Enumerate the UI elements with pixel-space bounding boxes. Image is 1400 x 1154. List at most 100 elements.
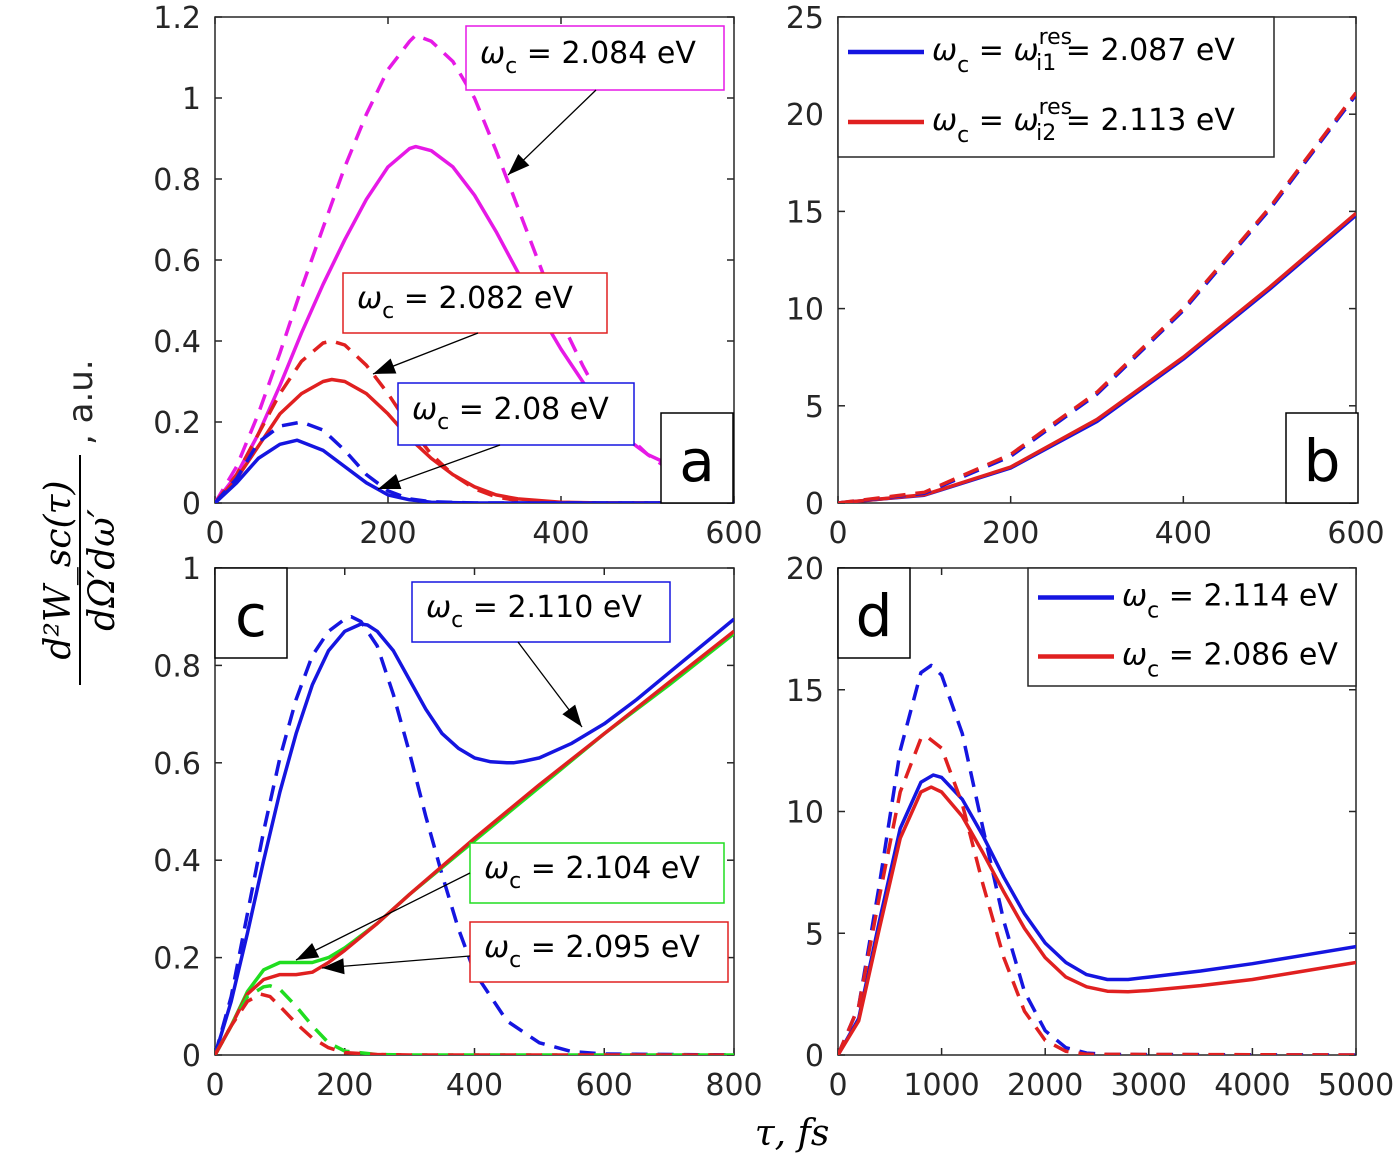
annotation-a-2084-arrowhead <box>508 153 530 175</box>
x-tick-label: 3000 <box>1111 1068 1187 1103</box>
annotation-c-2095-arrow-line <box>321 955 471 969</box>
series-group-d <box>838 663 1356 1055</box>
annotation-c-2095-box <box>469 921 729 983</box>
annotation-c-2110: ωc = 2.110 eV <box>411 581 671 728</box>
panel-letter-box-b <box>1285 412 1359 504</box>
series-line-a-0 <box>215 33 666 503</box>
annotation-c-2095: ωc = 2.095 eV <box>321 921 729 983</box>
y-tick-label: 20 <box>786 552 824 587</box>
x-tick-label: 2000 <box>1007 1068 1083 1103</box>
y-tick-label: 20 <box>786 98 824 133</box>
legend-d: ωc = 2.114 eV ωc = 2.086 eV <box>1027 567 1357 687</box>
x-tick-label: 200 <box>359 516 416 551</box>
y-tick-label: 0 <box>805 1039 824 1074</box>
x-tick-label: 800 <box>705 1068 762 1103</box>
panel-letter-b: b <box>1304 427 1341 495</box>
annotation-c-2104-box <box>469 842 725 904</box>
x-tick-label: 0 <box>828 516 847 551</box>
y-tick-label: 1 <box>182 82 201 117</box>
x-tick-label: 600 <box>1327 516 1384 551</box>
panel-letter-box-a <box>660 412 734 504</box>
legend-d-label-1: ωc = 2.086 eV <box>1122 638 1338 683</box>
panel-letter-d: d <box>856 582 893 650</box>
series-line-b-3 <box>838 91 1356 503</box>
x-tick-label: 0 <box>828 1068 847 1103</box>
annotation-a-2082-arrowhead <box>373 358 397 374</box>
annotation-a-2084-box <box>465 25 725 91</box>
series-line-d-2 <box>838 734 1356 1055</box>
y-tick-label: 15 <box>786 674 824 709</box>
y-tick-label: 0.6 <box>153 747 201 782</box>
legend-b-label-1: ωc = ωres i2 = 2.113 eV <box>932 95 1235 148</box>
series-line-d-0 <box>838 663 1356 1055</box>
y-tick-label: 0.2 <box>153 406 201 441</box>
series-line-c-4 <box>215 984 734 1055</box>
series-line-c-0 <box>215 614 734 1055</box>
y-tick-label: 0.4 <box>153 844 201 879</box>
annotation-a-2082-box <box>342 272 608 334</box>
annotation-a-2080-arrowhead <box>378 474 402 490</box>
y-tick-label: 0 <box>182 487 201 522</box>
series-line-d-3 <box>838 785 1356 1055</box>
x-tick-label: 0 <box>205 516 224 551</box>
legend-b-frame <box>837 16 1275 158</box>
annotation-c-2104-text: ωc = 2.104 eV <box>484 851 700 894</box>
x-tick-label: 4000 <box>1214 1068 1290 1103</box>
series-line-b-1 <box>838 211 1356 503</box>
panel-letter-a: a <box>679 427 715 495</box>
series-line-a-5 <box>215 438 734 503</box>
y-tick-label: 5 <box>805 917 824 952</box>
panel-letter-box-d <box>837 567 911 659</box>
y-tick-label: 0.8 <box>153 649 201 684</box>
annotation-c-2104: ωc = 2.104 eV <box>295 842 725 961</box>
annotation-a-2082: ωc = 2.082 eV <box>342 272 608 375</box>
y-tick-label: 0 <box>182 1039 201 1074</box>
annotation-a-2080: ωc = 2.08 eV <box>377 382 635 490</box>
annotation-c-2104-arrow-line <box>295 872 471 961</box>
annotation-a-2080-text: ωc = 2.08 eV <box>412 392 609 435</box>
y-tick-label: 0 <box>805 487 824 522</box>
annotation-c-2110-text: ωc = 2.110 eV <box>426 590 642 633</box>
y-tick-label: 0.4 <box>153 325 201 360</box>
panel-b: 0 200 400 600 0 5 10 15 20 25 b <box>786 1 1385 551</box>
y-tick-label: 10 <box>786 293 824 328</box>
panel-c: 0 200 400 600 800 0 0.2 0.4 0.6 0.8 1c <box>153 552 762 1103</box>
annotation-c-2095-arrowhead <box>322 958 345 975</box>
annotation-a-2080-box <box>397 382 635 446</box>
x-tick-label: 0 <box>205 1068 224 1103</box>
panel-d: 0 1000 2000 3000 4000 5000 0 5 10 15 20 d <box>786 552 1394 1103</box>
x-tick-label: 600 <box>576 1068 633 1103</box>
y-tick-label: 5 <box>805 390 824 425</box>
series-line-b-0 <box>838 213 1356 503</box>
annotation-c-2095-text: ωc = 2.095 eV <box>484 930 700 973</box>
legend-b-label-0: ωc = ωres i1 = 2.087 eV <box>932 25 1235 78</box>
annotation-c-2110-arrowhead <box>562 704 582 727</box>
series-line-c-5 <box>215 992 734 1055</box>
annotation-a-2084: ωc = 2.084 eV <box>465 25 725 176</box>
annotation-c-2110-box <box>411 581 671 643</box>
legend-d-label-0: ωc = 2.114 eV <box>1122 579 1338 624</box>
x-tick-label: 5000 <box>1318 1068 1394 1103</box>
y-tick-label: 0.2 <box>153 942 201 977</box>
y-axis-title-denominator: dΩ′dω′ <box>82 509 123 631</box>
x-axis-title: τ, fs <box>755 1113 830 1154</box>
panel-letter-box-c <box>214 567 288 659</box>
series-line-c-1 <box>215 617 734 1055</box>
y-axis-title-numerator: d²W_sc(τ) <box>38 480 79 659</box>
annotation-a-2084-text: ωc = 2.084 eV <box>480 36 696 79</box>
series-group-c <box>215 614 734 1055</box>
y-tick-label: 25 <box>786 1 824 36</box>
y-axis-title-suffix: , a.u. <box>61 359 101 445</box>
y-tick-label: 10 <box>786 796 824 831</box>
legend-d-frame <box>1027 567 1357 687</box>
y-tick-label: 0.8 <box>153 163 201 198</box>
annotation-c-2104-arrowhead <box>296 943 320 960</box>
x-tick-label: 200 <box>316 1068 373 1103</box>
series-line-c-3 <box>215 629 734 1055</box>
y-tick-label: 15 <box>786 195 824 230</box>
x-tick-label: 400 <box>446 1068 503 1103</box>
series-line-d-1 <box>838 773 1356 1055</box>
x-tick-label: 1000 <box>903 1068 979 1103</box>
